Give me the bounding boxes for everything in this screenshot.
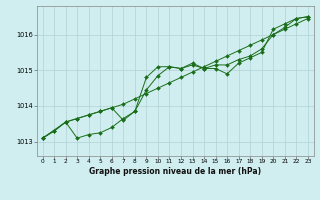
X-axis label: Graphe pression niveau de la mer (hPa): Graphe pression niveau de la mer (hPa) — [89, 167, 261, 176]
